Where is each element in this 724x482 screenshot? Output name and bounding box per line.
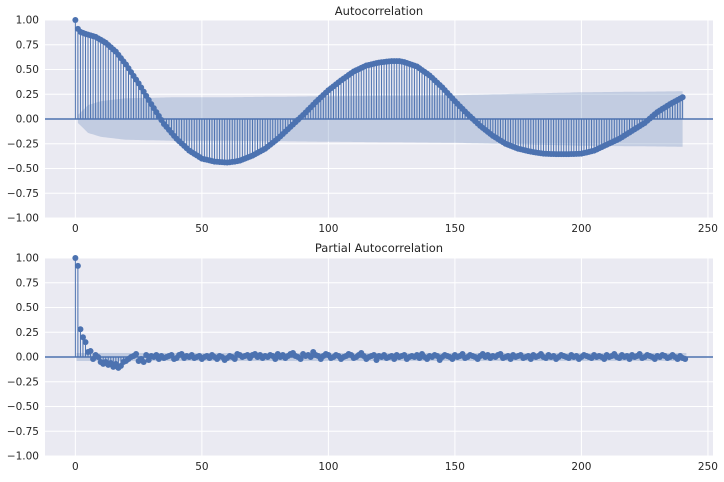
- y-tick-label: −0.50: [7, 401, 39, 413]
- y-tick-label: 0.50: [16, 302, 39, 314]
- lag-point: [272, 355, 279, 362]
- lag-point: [95, 354, 102, 360]
- x-tick-label: 200: [571, 461, 591, 473]
- x-tick-label: 150: [445, 461, 465, 473]
- y-tick-label: −1.00: [7, 213, 39, 225]
- partial-autocorrelation-title: Partial Autocorrelation: [315, 241, 443, 255]
- lag-point: [133, 351, 140, 358]
- y-tick-label: −0.50: [7, 163, 39, 175]
- x-tick-label: 250: [698, 223, 718, 235]
- y-tick-label: −0.75: [7, 426, 39, 438]
- lag-point: [143, 352, 150, 359]
- lag-point: [72, 17, 79, 23]
- y-tick-label: 0.00: [16, 114, 39, 126]
- y-tick-label: −0.25: [7, 376, 39, 388]
- y-tick-label: −0.75: [7, 188, 39, 200]
- x-tick-label: 50: [195, 461, 208, 473]
- x-tick-label: 250: [698, 461, 718, 473]
- y-tick-label: 0.25: [16, 89, 39, 101]
- x-tick-label: 100: [318, 461, 338, 473]
- x-tick-label: 50: [195, 223, 208, 235]
- lag-point: [297, 355, 304, 362]
- x-tick-label: 0: [72, 461, 79, 473]
- lag-point: [82, 339, 89, 346]
- lag-point: [307, 354, 314, 360]
- lag-point: [231, 355, 238, 362]
- x-tick-label: 200: [571, 223, 591, 235]
- y-tick-label: −0.25: [7, 138, 39, 150]
- lag-point: [370, 352, 377, 359]
- x-tick-label: 150: [445, 223, 465, 235]
- lag-point: [87, 348, 94, 355]
- lag-point: [79, 334, 86, 341]
- lag-point: [77, 326, 84, 333]
- y-tick-label: 0.00: [16, 352, 39, 364]
- lag-point: [682, 355, 689, 362]
- lag-point: [74, 262, 81, 269]
- autocorrelation-panel: Autocorrelation 0 50 100 150 200 250 −1.00 −0.7…: [7, 4, 718, 235]
- y-tick-label: −1.00: [7, 451, 39, 463]
- x-tick-label: 0: [72, 223, 79, 235]
- lag-point: [679, 94, 686, 101]
- autocorrelation-title: Autocorrelation: [335, 4, 423, 18]
- y-tick-label: 0.75: [16, 39, 39, 51]
- y-tick-label: 1.00: [16, 253, 39, 265]
- y-tick-label: 0.50: [16, 64, 39, 76]
- lag-point: [72, 255, 79, 261]
- y-tick-label: 1.00: [16, 15, 39, 27]
- y-tick-label: 0.75: [16, 277, 39, 289]
- x-tick-label: 100: [318, 223, 338, 235]
- lag-point: [140, 358, 147, 365]
- partial-autocorrelation-panel: Partial Autocorrelation 0 50 100 150 200 250 −…: [7, 241, 718, 473]
- y-tick-label: 0.25: [16, 327, 39, 339]
